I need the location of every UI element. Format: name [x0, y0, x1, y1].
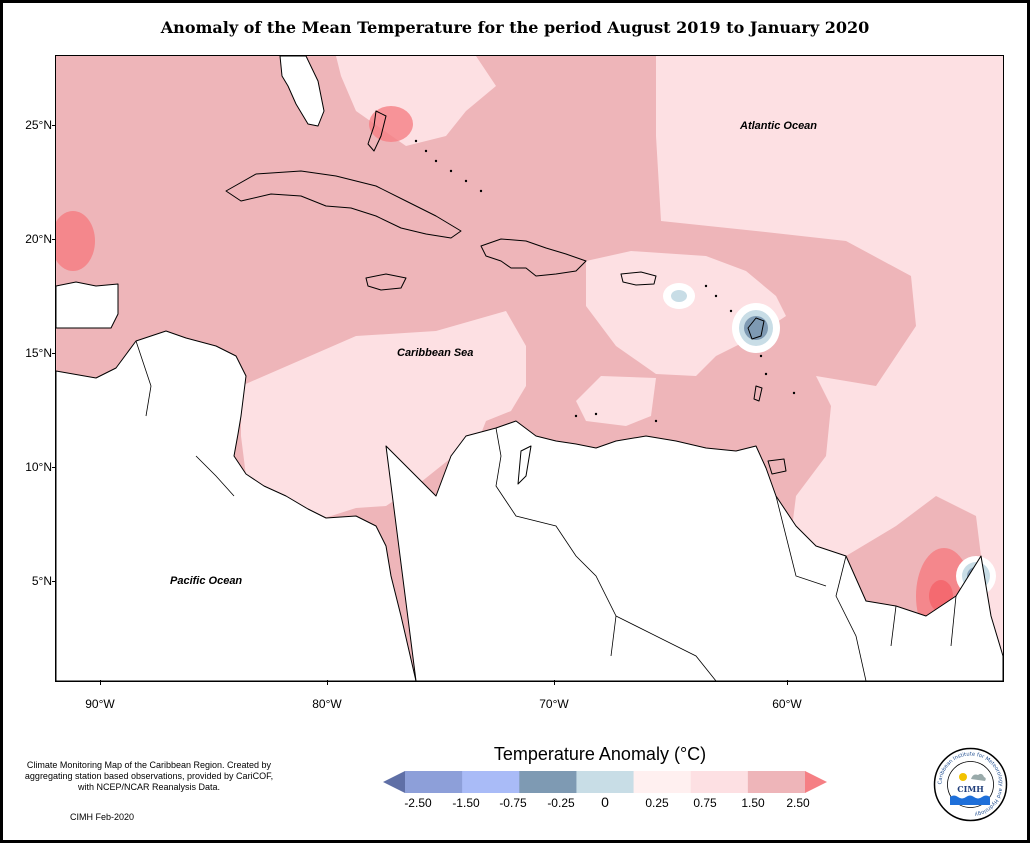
- color-bar-cell: [747, 771, 806, 793]
- legend-label: -0.25: [547, 796, 575, 810]
- small-islands: [414, 139, 796, 423]
- y-tick: [52, 467, 56, 468]
- legend-label: -0.75: [499, 796, 527, 810]
- island-hispaniola: [480, 238, 587, 277]
- anomaly-zone-central-america: [241, 311, 526, 524]
- color-bar-cell: [576, 771, 635, 793]
- legend-label: 1.50: [741, 796, 765, 810]
- y-tick: [52, 353, 56, 354]
- cimh-logo: Caribbean Institute for Meteorology and …: [933, 747, 1008, 822]
- island-guadeloupe: [747, 317, 765, 340]
- country-borders: [117, 286, 957, 681]
- island-puerto-rico: [620, 271, 657, 286]
- color-bar-cell: [405, 771, 463, 793]
- credits-date: CIMH Feb-2020: [70, 812, 135, 822]
- y-tick: [52, 125, 56, 126]
- legend-label: 0.25: [645, 796, 669, 810]
- island-trinidad: [767, 458, 787, 475]
- coolspot-puerto-rico: [671, 290, 687, 302]
- color-bar-cell: [690, 771, 749, 793]
- legend-label: 0.75: [693, 796, 717, 810]
- x-label-70w: 70°W: [539, 697, 569, 711]
- cloud-icon: [971, 773, 986, 781]
- island-cuba: [225, 170, 462, 239]
- color-bar: [383, 771, 827, 793]
- x-tick: [327, 680, 328, 685]
- credits-text: Climate Monitoring Map of the Caribbean …: [24, 760, 274, 792]
- legend-label-zero: 0: [601, 794, 609, 810]
- y-label-10n: 10°N: [25, 460, 52, 474]
- label-atlantic-ocean: Atlantic Ocean: [740, 120, 818, 132]
- y-tick: [52, 581, 56, 582]
- island-st-lucia: [753, 385, 763, 402]
- wave-icon: [950, 795, 990, 805]
- color-bar-cell: [462, 771, 520, 793]
- land-florida: [279, 56, 325, 127]
- color-bar-cell: [519, 771, 577, 793]
- island-maracaibo: [517, 445, 532, 485]
- color-bar-cell: [633, 771, 692, 793]
- x-label-60w: 60°W: [772, 697, 802, 711]
- land-south-america: [385, 420, 1003, 681]
- legend-label: -2.50: [404, 796, 432, 810]
- island-jamaica: [365, 273, 407, 291]
- y-label-20n: 20°N: [25, 232, 52, 246]
- x-tick: [100, 680, 101, 685]
- land-yucatan-belize: [56, 281, 119, 329]
- color-bar-cell: [805, 771, 827, 793]
- sun-icon: [959, 773, 967, 781]
- x-tick: [554, 680, 555, 685]
- color-bar-cell: [383, 771, 405, 793]
- hotspot-bahamas: [369, 106, 413, 142]
- y-label-25n: 25°N: [25, 118, 52, 132]
- x-tick: [787, 680, 788, 685]
- x-label-90w: 90°W: [85, 697, 115, 711]
- svg-text:CIMH: CIMH: [957, 784, 984, 794]
- land-central-america: [56, 330, 417, 681]
- legend-label: -1.50: [452, 796, 480, 810]
- label-caribbean-sea: Caribbean Sea: [397, 347, 474, 359]
- island-andros: [367, 110, 387, 152]
- y-label-15n: 15°N: [25, 346, 52, 360]
- anomaly-map: [56, 56, 1003, 681]
- map-title: Anomaly of the Mean Temperature for the …: [160, 18, 870, 37]
- y-label-5n: 5°N: [31, 574, 52, 588]
- label-pacific-ocean: Pacific Ocean: [170, 575, 243, 587]
- map-panel: [55, 55, 1004, 682]
- hotspot-yucatan: [56, 211, 95, 271]
- x-label-80w: 80°W: [312, 697, 342, 711]
- legend-label: 2.50: [786, 796, 810, 810]
- anomaly-zone-lesser-antilles: [586, 251, 786, 376]
- y-tick: [52, 239, 56, 240]
- legend-title: Temperature Anomaly (°C): [493, 744, 707, 764]
